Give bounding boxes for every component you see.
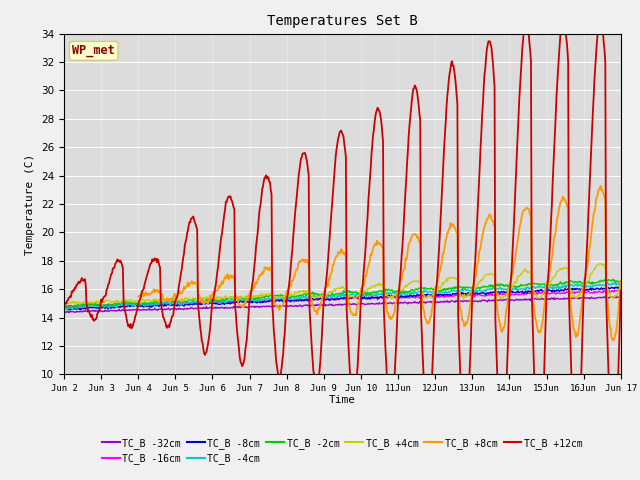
TC_B -16cm: [74, 304, 82, 310]
TC_B +4cm: [185, 295, 193, 301]
TC_B -32cm: [617, 294, 625, 300]
TC_B -4cm: [71, 304, 79, 310]
Line: TC_B -8cm: TC_B -8cm: [64, 287, 621, 310]
Title: Temperatures Set B: Temperatures Set B: [267, 14, 418, 28]
TC_B +12cm: [214, 269, 221, 275]
TC_B -32cm: [428, 299, 435, 304]
Text: WP_met: WP_met: [72, 44, 115, 58]
TC_B +4cm: [128, 299, 136, 304]
Legend: TC_B -32cm, TC_B -16cm, TC_B -8cm, TC_B -4cm, TC_B -2cm, TC_B +4cm, TC_B +8cm, T: TC_B -32cm, TC_B -16cm, TC_B -8cm, TC_B …: [98, 434, 587, 468]
TC_B +4cm: [60, 300, 68, 306]
TC_B -2cm: [60, 305, 68, 311]
TC_B -16cm: [60, 303, 68, 309]
TC_B +12cm: [70, 288, 78, 293]
TC_B +8cm: [184, 279, 192, 285]
TC_B -2cm: [609, 276, 617, 282]
TC_B -4cm: [185, 300, 193, 306]
TC_B +4cm: [428, 295, 435, 300]
TC_B +12cm: [597, 18, 605, 24]
TC_B +4cm: [70, 298, 78, 304]
TC_B -16cm: [428, 293, 435, 299]
TC_B +8cm: [410, 231, 418, 237]
TC_B +4cm: [597, 261, 605, 266]
Line: TC_B +4cm: TC_B +4cm: [64, 264, 621, 304]
TC_B -8cm: [617, 285, 625, 291]
TC_B -32cm: [214, 305, 222, 311]
TC_B -2cm: [185, 298, 193, 303]
Y-axis label: Temperature (C): Temperature (C): [26, 154, 35, 254]
TC_B -4cm: [612, 279, 620, 285]
Line: TC_B -32cm: TC_B -32cm: [64, 297, 621, 313]
TC_B -32cm: [185, 306, 193, 312]
TC_B -2cm: [128, 300, 136, 306]
TC_B -2cm: [65, 305, 73, 311]
TC_B -16cm: [411, 294, 419, 300]
TC_B +4cm: [72, 301, 79, 307]
TC_B +12cm: [410, 85, 418, 91]
TC_B -16cm: [614, 287, 621, 293]
Line: TC_B -4cm: TC_B -4cm: [64, 282, 621, 310]
TC_B -2cm: [617, 278, 625, 284]
TC_B +8cm: [426, 314, 434, 320]
TC_B -16cm: [185, 300, 193, 306]
TC_B -2cm: [214, 297, 222, 303]
TC_B -2cm: [428, 285, 435, 291]
TC_B +4cm: [214, 296, 222, 302]
TC_B -4cm: [128, 303, 136, 309]
Line: TC_B -16cm: TC_B -16cm: [64, 290, 621, 307]
TC_B -8cm: [67, 307, 74, 313]
TC_B -16cm: [70, 303, 78, 309]
TC_B -8cm: [128, 302, 136, 308]
TC_B +4cm: [411, 278, 419, 284]
TC_B -8cm: [411, 293, 419, 299]
Line: TC_B -2cm: TC_B -2cm: [64, 279, 621, 308]
TC_B -8cm: [214, 301, 222, 307]
TC_B -4cm: [428, 289, 435, 295]
TC_B -2cm: [411, 287, 419, 293]
X-axis label: Time: Time: [329, 395, 356, 405]
TC_B +8cm: [617, 278, 625, 284]
Line: TC_B +8cm: TC_B +8cm: [138, 186, 621, 340]
TC_B -16cm: [617, 288, 625, 294]
TC_B -8cm: [71, 306, 79, 312]
TC_B -16cm: [214, 300, 222, 306]
TC_B -4cm: [617, 282, 625, 288]
TC_B +8cm: [214, 288, 221, 293]
TC_B -4cm: [63, 307, 71, 313]
TC_B -4cm: [411, 289, 419, 295]
TC_B -32cm: [411, 299, 419, 305]
TC_B +12cm: [184, 228, 192, 234]
TC_B -32cm: [612, 294, 620, 300]
Line: TC_B +12cm: TC_B +12cm: [64, 21, 621, 455]
TC_B -8cm: [60, 307, 68, 312]
TC_B -16cm: [128, 301, 136, 307]
TC_B -32cm: [60, 309, 68, 314]
TC_B +12cm: [617, 288, 625, 294]
TC_B +4cm: [617, 281, 625, 287]
TC_B -32cm: [71, 310, 79, 315]
TC_B -2cm: [71, 304, 79, 310]
TC_B -4cm: [60, 307, 68, 312]
TC_B -32cm: [65, 310, 72, 316]
TC_B -8cm: [616, 284, 623, 290]
TC_B -8cm: [185, 302, 193, 308]
TC_B +12cm: [60, 300, 68, 306]
TC_B -8cm: [428, 292, 435, 298]
TC_B +12cm: [535, 452, 543, 458]
TC_B -32cm: [128, 307, 136, 313]
TC_B -4cm: [214, 299, 222, 305]
TC_B +12cm: [426, 404, 434, 409]
TC_B +12cm: [127, 325, 135, 331]
